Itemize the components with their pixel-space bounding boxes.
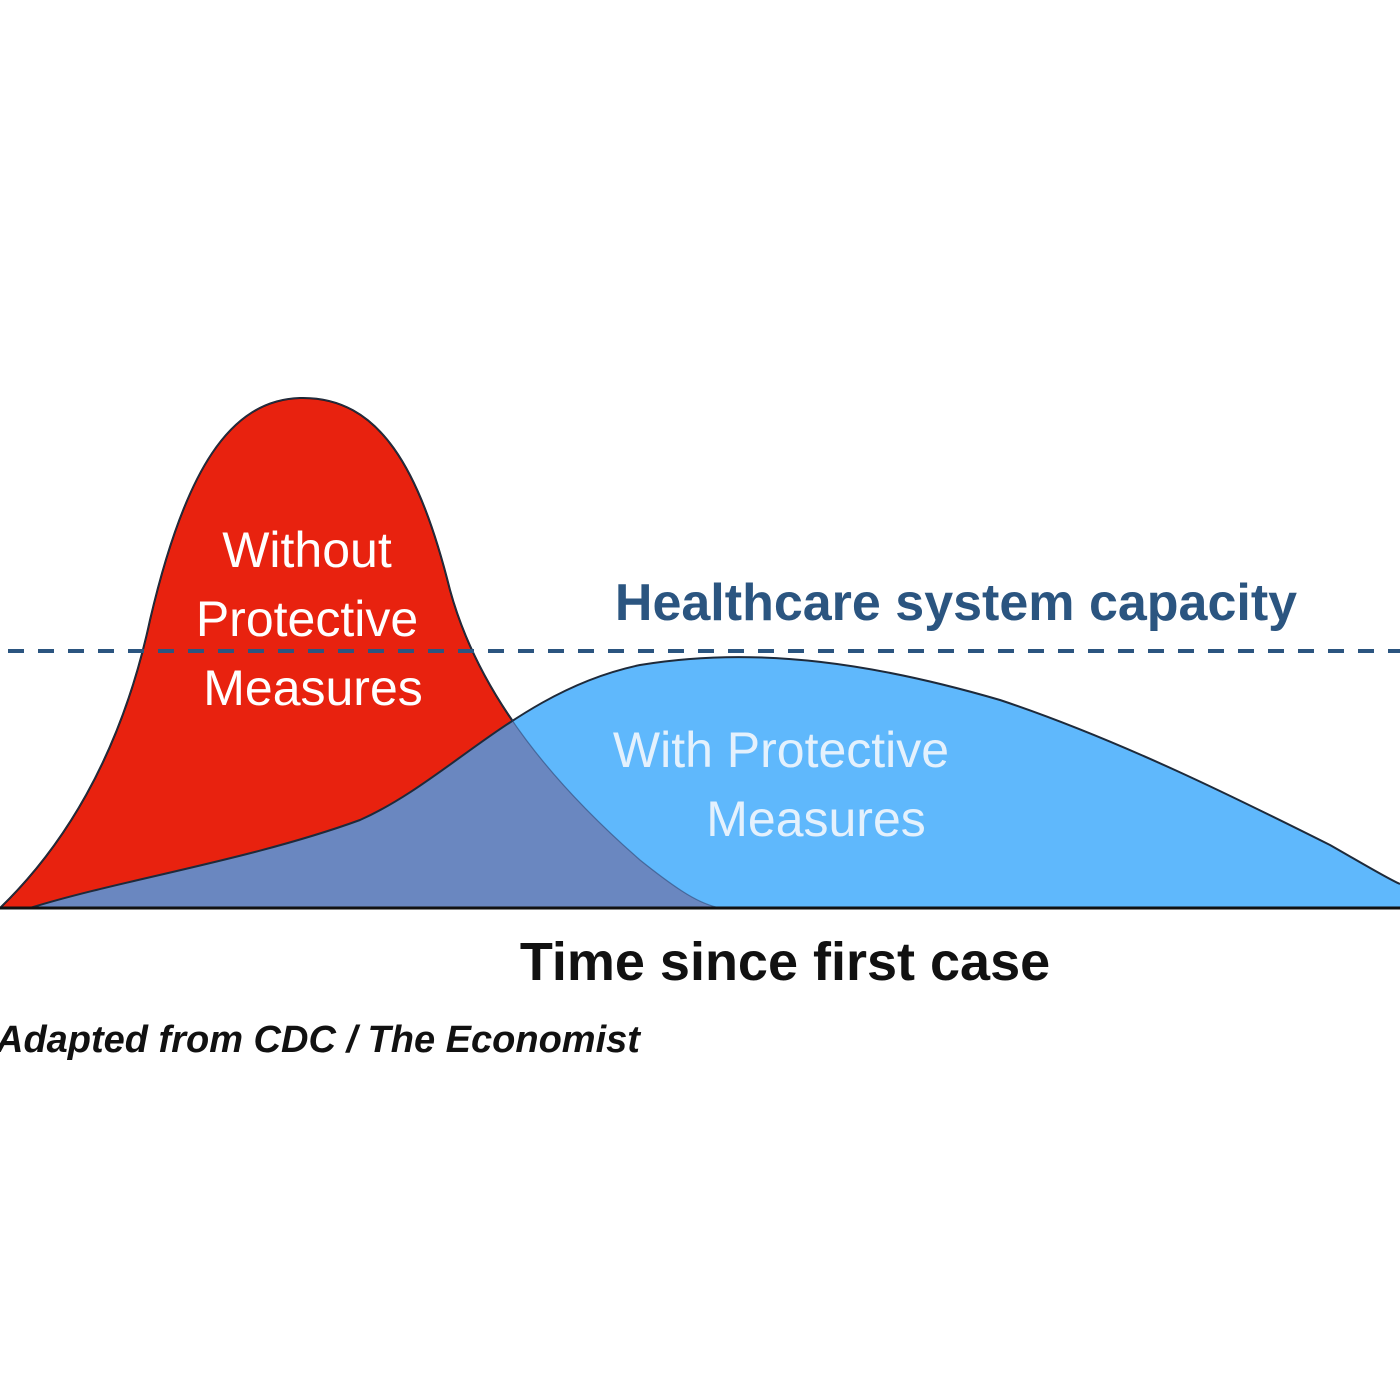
with-measures-label-line-2: Measures: [706, 791, 926, 847]
without-measures-label-line-2: Protective: [196, 591, 418, 647]
without-measures-label-line-3: Measures: [203, 660, 423, 716]
x-axis-label: Time since first case: [520, 932, 1050, 992]
with-measures-outline: [29, 656, 1400, 909]
without-measures-label-line-1: Without: [222, 522, 392, 578]
without-measures-outline-overlap: [0, 397, 721, 909]
with-measures-label-line-1: With Protective: [613, 722, 949, 778]
source-note: Adapted from CDC / The Economist: [0, 1019, 641, 1061]
capacity-label: Healthcare system capacity: [615, 574, 1297, 632]
